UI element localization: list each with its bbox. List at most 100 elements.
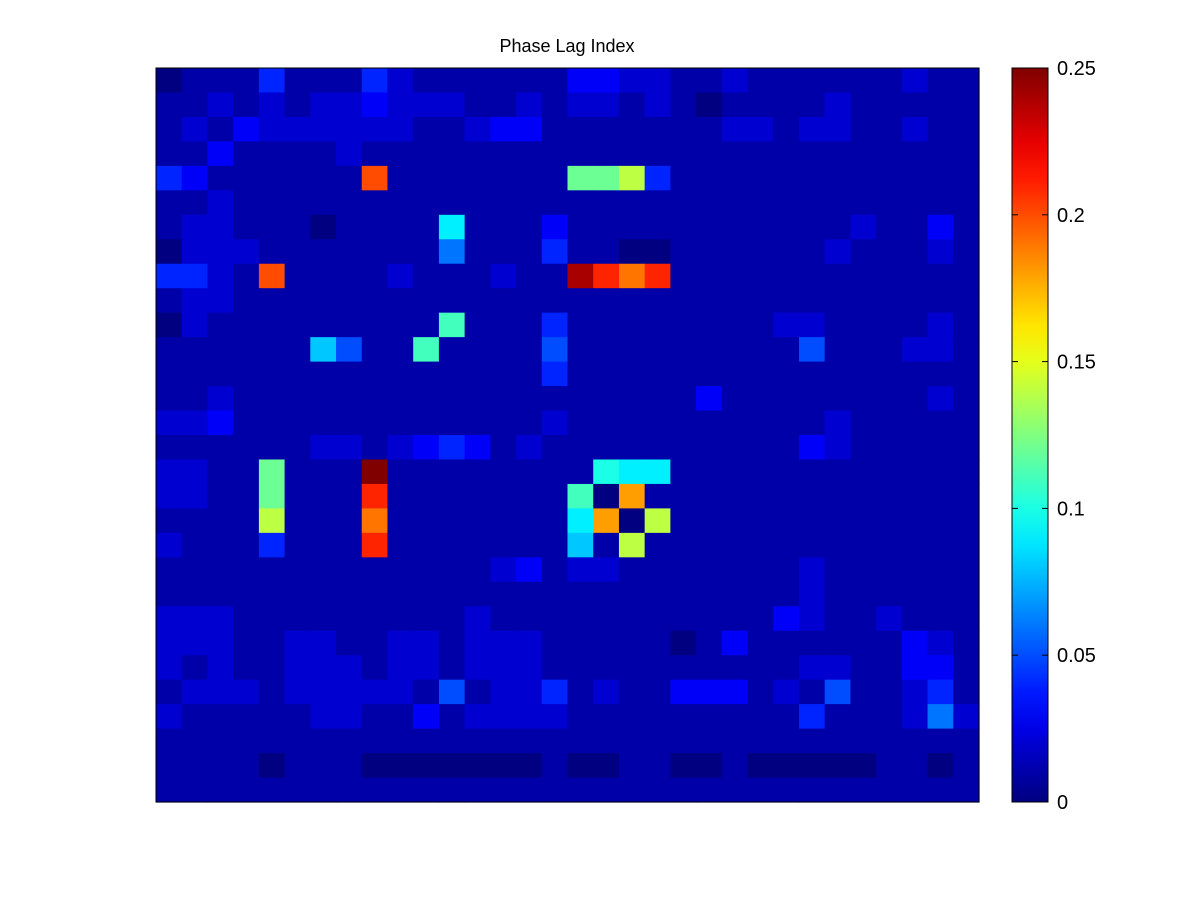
heatmap-cell	[541, 704, 569, 730]
heatmap-cell	[824, 263, 852, 289]
heatmap-cell	[541, 68, 569, 94]
heatmap-cell	[258, 728, 286, 754]
heatmap-cell	[413, 777, 440, 803]
heatmap-cell	[541, 239, 569, 265]
heatmap-cell	[336, 312, 363, 338]
heatmap-cell	[181, 606, 209, 632]
heatmap-cell	[181, 435, 209, 461]
heatmap-cell	[516, 753, 543, 779]
heatmap-cell	[336, 704, 363, 730]
heatmap-cell	[361, 777, 389, 803]
heatmap-cell	[618, 288, 646, 314]
heatmap-cell	[207, 606, 234, 632]
heatmap-cell	[876, 655, 903, 681]
heatmap-cell	[593, 728, 620, 754]
heatmap-cell	[721, 483, 749, 509]
heatmap-cell	[876, 386, 903, 412]
heatmap-cell	[850, 581, 877, 607]
heatmap-cell	[310, 386, 337, 412]
heatmap-cell	[336, 68, 363, 94]
heatmap-cell	[207, 704, 234, 730]
heatmap-cell	[876, 581, 903, 607]
heatmap-cell	[798, 508, 826, 534]
heatmap-cell	[567, 630, 594, 656]
heatmap-cell	[258, 92, 286, 118]
heatmap-cell	[438, 508, 466, 534]
heatmap-cell	[413, 116, 440, 142]
heatmap-cell	[901, 386, 929, 412]
heatmap-cell	[927, 704, 954, 730]
heatmap-cell	[876, 557, 903, 583]
heatmap-cell	[850, 165, 877, 191]
heatmap-cell	[336, 190, 363, 216]
heatmap-cell	[644, 361, 671, 387]
heatmap-cell	[438, 557, 466, 583]
heatmap-cell	[310, 483, 337, 509]
heatmap-cell	[798, 214, 826, 240]
heatmap-cell	[336, 239, 363, 265]
heatmap-cell	[773, 728, 800, 754]
heatmap-cell	[207, 459, 234, 485]
heatmap-cell	[387, 410, 414, 436]
heatmap-cell	[516, 263, 543, 289]
heatmap-cell	[258, 679, 286, 705]
heatmap-cell	[850, 606, 877, 632]
heatmap-cell	[490, 679, 517, 705]
heatmap-cell	[207, 68, 234, 94]
heatmap-cell	[927, 532, 954, 558]
heatmap-cell	[438, 606, 466, 632]
heatmap-cell	[850, 459, 877, 485]
heatmap-cell	[850, 312, 877, 338]
heatmap-cell	[696, 606, 723, 632]
heatmap-cell	[181, 386, 209, 412]
heatmap-cell	[953, 459, 980, 485]
heatmap-cell	[747, 141, 774, 167]
heatmap-cell	[876, 361, 903, 387]
heatmap-cell	[670, 214, 697, 240]
heatmap-cell	[438, 532, 466, 558]
heatmap-cell	[953, 239, 980, 265]
colorbar-ticks: 0 0.05 0.1 0.15 0.2 0.25	[1012, 58, 1096, 814]
heatmap-cell	[798, 386, 826, 412]
heatmap-cell	[747, 679, 774, 705]
heatmap-cell	[798, 141, 826, 167]
heatmap-cell	[876, 312, 903, 338]
heatmap-cell	[336, 532, 363, 558]
heatmap-cell	[464, 361, 491, 387]
heatmap-cell	[516, 386, 543, 412]
heatmap-cell	[670, 532, 697, 558]
heatmap-cell	[773, 239, 800, 265]
heatmap-cell	[747, 459, 774, 485]
heatmap-cell	[593, 777, 620, 803]
heatmap-cell	[721, 655, 749, 681]
heatmap-cell	[490, 386, 517, 412]
heatmap-cell	[207, 777, 234, 803]
heatmap-cell	[181, 214, 209, 240]
heatmap-cell	[593, 606, 620, 632]
heatmap-cell	[747, 288, 774, 314]
heatmap-cell	[413, 92, 440, 118]
heatmap-cell	[233, 459, 260, 485]
heatmap-cell	[310, 337, 337, 363]
heatmap-cell	[644, 337, 671, 363]
heatmap-cell	[258, 116, 286, 142]
heatmap-cell	[618, 459, 646, 485]
chart-title: Phase Lag Index	[499, 36, 634, 56]
heatmap-cell	[747, 435, 774, 461]
heatmap-cell	[233, 263, 260, 289]
heatmap-cell	[747, 239, 774, 265]
heatmap-cell	[413, 557, 440, 583]
heatmap-cell	[876, 288, 903, 314]
heatmap-cell	[696, 214, 723, 240]
heatmap-cell	[927, 361, 954, 387]
heatmap-cell	[310, 116, 337, 142]
heatmap-cell	[773, 361, 800, 387]
heatmap-cell	[721, 704, 749, 730]
heatmap-cell	[567, 263, 594, 289]
heatmap-cell	[361, 581, 389, 607]
heatmap-cell	[721, 679, 749, 705]
heatmap-cell	[953, 68, 980, 94]
heatmap-cell	[361, 728, 389, 754]
heatmap-cell	[618, 508, 646, 534]
heatmap-cell	[618, 435, 646, 461]
